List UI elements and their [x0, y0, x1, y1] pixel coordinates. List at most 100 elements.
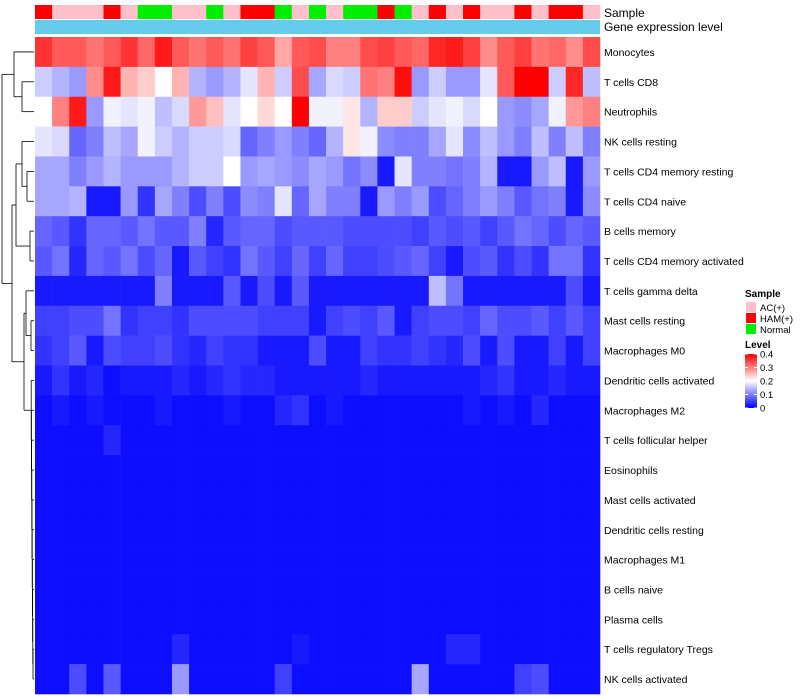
heatmap-cell — [565, 246, 584, 277]
row-label: Monocytes — [604, 47, 655, 59]
heatmap-cell — [445, 66, 464, 98]
heatmap-cell — [565, 186, 584, 217]
heatmap-cell — [463, 634, 481, 665]
heatmap-cell — [360, 395, 378, 426]
heatmap-cell — [565, 664, 584, 695]
heatmap-cell — [240, 544, 258, 575]
heatmap-cell — [360, 365, 378, 396]
heatmap-cell — [137, 156, 156, 187]
heatmap-cell — [137, 365, 156, 396]
heatmap-cell — [103, 425, 121, 456]
heatmap-cell — [514, 96, 532, 127]
heatmap-cell — [69, 425, 87, 456]
heatmap-cell — [463, 246, 481, 277]
heatmap-cell — [565, 395, 584, 426]
heatmap-cell — [343, 126, 361, 157]
row-label: T cells CD8 — [604, 77, 658, 89]
heatmap-cell — [171, 37, 190, 68]
heatmap-cell — [394, 305, 412, 336]
heatmap-cell — [154, 484, 173, 516]
heatmap-cell — [411, 335, 430, 366]
heatmap-cell — [497, 186, 515, 217]
heatmap-cell — [240, 335, 258, 366]
heatmap-cell — [582, 544, 601, 575]
heatmap-cell — [120, 275, 139, 307]
heatmap-cell — [52, 574, 70, 605]
heatmap-cell — [497, 126, 515, 157]
heatmap-cell — [326, 275, 344, 307]
heatmap-cell — [120, 664, 139, 695]
heatmap-cell — [445, 604, 464, 635]
heatmap-cell — [582, 604, 601, 635]
heatmap-cell — [531, 484, 549, 516]
heatmap-cell — [35, 37, 53, 68]
heatmap-cell — [326, 574, 344, 605]
heatmap-cell — [377, 156, 395, 187]
heatmap-cell — [274, 634, 293, 665]
heatmap-cell — [120, 455, 139, 486]
heatmap-cell — [531, 246, 549, 277]
heatmap-cell — [377, 544, 395, 575]
heatmap-cell — [103, 664, 121, 695]
heatmap-cell — [343, 335, 361, 366]
sample-annotation-cell — [463, 5, 481, 19]
heatmap-cell — [137, 275, 156, 307]
heatmap-cell — [35, 126, 53, 157]
heatmap-cell — [531, 425, 549, 456]
heatmap-cell — [35, 604, 53, 635]
column-annotations: Sample Gene expression level — [35, 5, 723, 34]
heatmap-cell — [240, 186, 258, 217]
heatmap-cell — [377, 66, 395, 98]
heatmap-cell — [171, 216, 190, 247]
heatmap-cell — [308, 604, 327, 635]
heatmap-cell — [565, 96, 584, 127]
sample-annotation-cell — [35, 5, 53, 19]
heatmap-cell — [223, 514, 241, 545]
heatmap-cell — [120, 634, 139, 665]
heatmap-cell — [206, 126, 224, 157]
heatmap-cell — [377, 305, 395, 336]
heatmap-cell — [377, 126, 395, 157]
heatmap-cell — [531, 126, 549, 157]
heatmap-cell — [308, 246, 327, 277]
heatmap-cell — [35, 186, 53, 217]
heatmap-cell — [326, 544, 344, 575]
heatmap-cell — [137, 96, 156, 127]
heatmap-cell — [343, 455, 361, 486]
legend-sample-swatch — [746, 302, 756, 312]
heatmap-cell — [35, 305, 53, 336]
heatmap-cell — [480, 126, 498, 157]
sample-annotation-cell — [377, 5, 395, 19]
heatmap-cell — [480, 66, 498, 98]
heatmap-cell — [411, 365, 430, 396]
heatmap-cell — [154, 216, 173, 247]
heatmap-cell — [308, 544, 327, 575]
heatmap-cell — [206, 574, 224, 605]
sample-annotation-cell — [428, 5, 447, 19]
heatmap-cell — [35, 455, 53, 486]
heatmap-cell — [428, 156, 447, 187]
heatmap-cell — [35, 664, 53, 695]
heatmap-cell — [223, 365, 241, 396]
heatmap-cell — [189, 365, 207, 396]
heatmap-cell — [103, 37, 121, 68]
heatmap-cell — [360, 634, 378, 665]
heatmap-cell — [291, 186, 310, 217]
heatmap-cell — [189, 216, 207, 247]
heatmap-cell — [531, 664, 549, 695]
heatmap-cell — [35, 156, 53, 187]
heatmap-cell — [463, 365, 481, 396]
heatmap-cell — [69, 275, 87, 307]
heatmap-cell — [445, 186, 464, 217]
heatmap-cell — [514, 634, 532, 665]
heatmap-cell — [377, 574, 395, 605]
heatmap-cell — [171, 664, 190, 695]
heatmap-cell — [274, 96, 293, 127]
row-label: NK cells activated — [604, 674, 688, 686]
heatmap-cell — [308, 664, 327, 695]
heatmap-cell — [69, 455, 87, 486]
heatmap-cell — [86, 96, 104, 127]
heatmap-cell — [154, 246, 173, 277]
heatmap-cell — [120, 484, 139, 516]
heatmap-cell — [565, 484, 584, 516]
